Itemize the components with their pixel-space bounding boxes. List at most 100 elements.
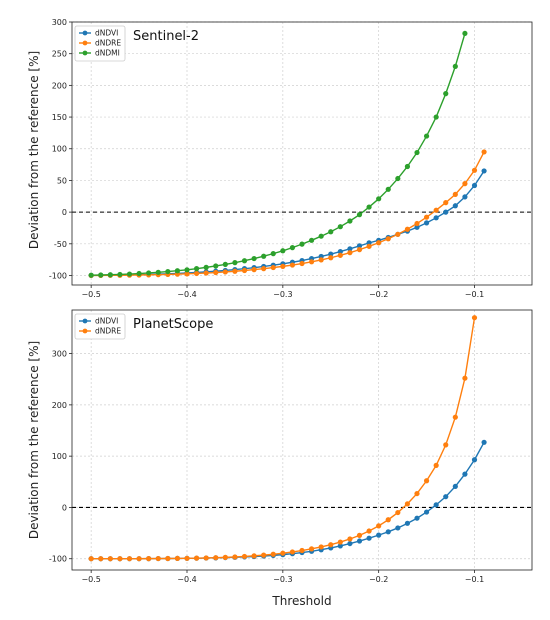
data-point-dndmi <box>385 186 391 192</box>
data-point-dndre <box>433 462 439 468</box>
data-point-dndre <box>184 271 190 277</box>
data-point-dndre <box>289 262 296 268</box>
x-axis-label: Threshold <box>271 594 331 608</box>
data-point-dndre <box>471 315 478 321</box>
data-point-dndvi <box>452 483 458 490</box>
data-point-dndvi <box>471 457 478 463</box>
data-point-dndmi <box>347 218 353 224</box>
data-point-dndvi <box>452 203 458 209</box>
data-point-dndmi <box>213 263 219 269</box>
sentinel-2-panel: −0.5 −0.4 −0.3 −0.2 −0.1 -100 -50 0 50 100 150 200 2… <box>27 18 533 299</box>
y-tick-label: 200 <box>52 401 67 410</box>
data-point-dndmi <box>423 133 430 139</box>
y-tick-label: 100 <box>52 145 67 154</box>
data-point-dndmi <box>107 272 113 278</box>
data-point-dndmi <box>308 237 315 243</box>
data-point-dndvi <box>376 532 382 538</box>
data-point-dndre <box>337 539 343 545</box>
data-point-dndre <box>356 247 363 253</box>
data-point-dndre <box>385 517 391 523</box>
data-point-dndmi <box>376 196 382 202</box>
data-point-dndre <box>146 556 152 562</box>
legend-label: dNDVI <box>95 317 118 326</box>
data-point-dndre <box>433 207 439 213</box>
data-point-dndre <box>241 553 248 560</box>
data-point-dndre <box>117 556 123 562</box>
y-tick-label: -100 <box>49 271 67 280</box>
data-point-dndre <box>261 266 267 272</box>
data-point-dndmi <box>88 272 94 278</box>
data-point-dndre <box>126 556 133 562</box>
data-point-dndre <box>251 553 257 559</box>
data-point-dndmi <box>203 264 209 270</box>
legend-label: dNDMI <box>95 49 120 58</box>
data-point-dndmi <box>126 271 133 277</box>
data-point-dndmi <box>232 260 238 266</box>
x-tick-label: −0.3 <box>273 575 292 584</box>
data-point-dndvi <box>433 215 439 221</box>
data-point-dndre <box>462 375 468 381</box>
data-point-dndre <box>308 546 315 552</box>
data-point-dndvi <box>395 525 401 531</box>
data-point-dndvi <box>356 538 363 544</box>
data-point-dndre <box>193 270 200 277</box>
y-tick-label: -100 <box>49 555 67 564</box>
data-point-dndre <box>136 556 142 562</box>
data-point-dndvi <box>433 502 439 508</box>
plot-frame <box>71 309 533 571</box>
data-point-dndre <box>395 509 401 516</box>
y-tick-label: 50 <box>57 176 67 185</box>
data-point-dndmi <box>251 255 257 262</box>
data-point-dndre <box>280 550 286 556</box>
x-tick-label: −0.5 <box>81 575 100 584</box>
data-point-dndre <box>222 554 228 560</box>
series-line-dndre <box>91 151 485 277</box>
data-point-dndmi <box>452 63 458 69</box>
data-point-dndre <box>366 243 372 249</box>
y-tick-label: 0 <box>62 503 67 512</box>
data-point-dndre <box>423 478 430 484</box>
data-point-dndre <box>347 536 353 542</box>
data-point-dndvi <box>423 220 430 226</box>
data-point-dndre <box>414 490 420 497</box>
legend-label: dNDVI <box>95 29 118 38</box>
data-point-dndre <box>395 231 401 237</box>
data-point-dndvi <box>404 520 411 526</box>
data-point-dndvi <box>328 251 334 257</box>
data-point-dndre <box>443 200 449 206</box>
data-point-dndmi <box>414 149 420 156</box>
y-tick-label: 200 <box>52 81 67 90</box>
data-point-dndre <box>289 549 296 555</box>
data-point-dndre <box>203 270 209 276</box>
x-tick-label: −0.2 <box>369 290 388 299</box>
data-point-dndre <box>165 555 171 562</box>
data-point-dndvi <box>356 243 363 249</box>
data-point-dndre <box>318 257 324 263</box>
data-point-dndmi <box>165 268 171 275</box>
data-point-dndmi <box>98 272 104 278</box>
data-point-dndre <box>404 226 411 232</box>
legend-swatch-marker <box>82 328 88 334</box>
x-tick-label: −0.2 <box>369 575 388 584</box>
data-point-dndvi <box>443 209 449 215</box>
data-point-dndre <box>328 255 334 261</box>
data-point-dndre <box>414 220 420 227</box>
legend-swatch-marker <box>82 40 88 46</box>
y-tick-label: 0 <box>62 208 67 217</box>
data-point-dndre <box>443 442 449 448</box>
series-line-dndmi <box>91 33 466 276</box>
data-point-dndre <box>184 555 190 561</box>
data-point-dndmi <box>184 267 190 273</box>
y-tick-label: 150 <box>52 113 67 122</box>
data-point-dndre <box>174 555 181 562</box>
data-point-dndvi <box>414 224 420 230</box>
data-point-dndre <box>203 555 209 561</box>
data-point-dndmi <box>328 229 334 235</box>
planetscope-panel: −0.5 −0.4 −0.3 −0.2 −0.1 -100 0 100 200 300 Deviat… <box>27 309 533 608</box>
data-point-dndre <box>423 214 430 220</box>
data-point-dndre <box>385 236 391 242</box>
data-point-dndre <box>462 181 468 187</box>
legend <box>74 313 126 340</box>
data-point-dndvi <box>366 535 372 541</box>
